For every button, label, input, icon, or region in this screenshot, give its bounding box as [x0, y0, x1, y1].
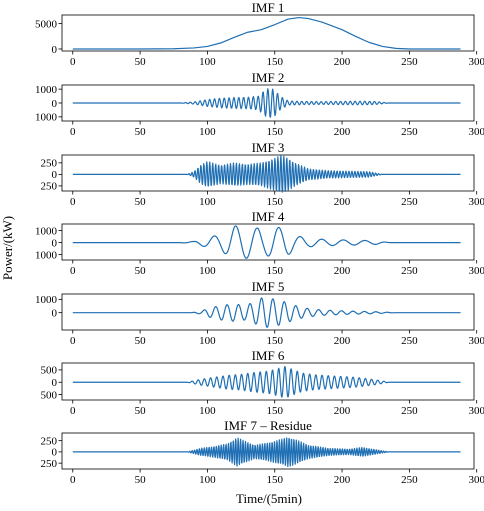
x-tick-label: 300	[468, 405, 484, 417]
x-tick-label: 0	[70, 126, 76, 138]
x-tick-label: 300	[468, 126, 484, 138]
y-axis-label: Power/(kW)	[0, 216, 15, 280]
y-tick-label: 500	[41, 365, 58, 377]
x-tick-label: 250	[401, 126, 418, 138]
series-line	[72, 154, 461, 193]
y-tick-label: 1000	[35, 84, 58, 96]
x-tick-label: 0	[70, 56, 76, 68]
subplot-title: IMF 1	[252, 0, 285, 15]
x-tick-label: 150	[266, 335, 283, 347]
x-tick-label: 0	[70, 474, 76, 486]
series-line	[72, 366, 461, 398]
x-tick-label: 250	[401, 474, 418, 486]
plot-frame	[61, 154, 475, 192]
subplot-title: IMF 5	[252, 279, 285, 294]
x-tick-label: 200	[334, 56, 351, 68]
x-tick-label: 100	[199, 265, 216, 277]
x-tick-label: 200	[334, 126, 351, 138]
y-tick-label: 1000	[35, 294, 58, 306]
x-axis-label: Time/(5min)	[236, 491, 302, 506]
x-tick-label: 250	[401, 56, 418, 68]
x-tick-label: 200	[334, 265, 351, 277]
x-tick-label: 300	[468, 196, 484, 208]
series-line	[72, 297, 461, 328]
x-tick-label: 150	[266, 405, 283, 417]
subplot-1: IMF 1 0 50 100 150 200 250 300 0 5000	[35, 0, 484, 68]
x-tick-label: 50	[135, 196, 147, 208]
x-tick-label: 50	[135, 335, 147, 347]
x-tick-label: 100	[199, 56, 216, 68]
x-tick-label: 100	[199, 126, 216, 138]
x-tick-label: 250	[401, 265, 418, 277]
x-tick-label: 150	[266, 56, 283, 68]
y-tick-label: 1000	[35, 225, 58, 237]
y-tick-label: 1000	[35, 249, 58, 261]
series-line	[72, 16, 461, 50]
x-tick-label: 50	[135, 405, 147, 417]
series-line	[72, 88, 461, 118]
subplot-2: IMF 2 0 50 100 150 200 250 300 1000 0 1000	[35, 70, 484, 138]
x-tick-label: 150	[266, 265, 283, 277]
x-tick-label: 150	[266, 196, 283, 208]
x-tick-label: 250	[401, 196, 418, 208]
plot-frame	[61, 432, 475, 470]
y-tick-label: 0	[52, 98, 58, 110]
x-tick-label: 300	[468, 474, 484, 486]
y-tick-label: 0	[52, 307, 58, 319]
x-tick-label: 0	[70, 196, 76, 208]
series-line	[72, 225, 461, 259]
plot-frame	[61, 223, 475, 261]
subplot-title: IMF 4	[252, 209, 285, 224]
y-tick-label: 0	[52, 377, 58, 389]
x-tick-label: 0	[70, 405, 76, 417]
x-tick-label: 100	[199, 335, 216, 347]
series-line	[72, 437, 461, 468]
plot-frame	[61, 14, 475, 52]
y-tick-label: 0	[52, 237, 58, 249]
plot-frame	[61, 362, 475, 401]
x-tick-label: 50	[135, 265, 147, 277]
x-tick-label: 300	[468, 56, 484, 68]
x-tick-label: 300	[468, 265, 484, 277]
y-tick-label: 0	[52, 169, 58, 181]
x-tick-label: 100	[199, 196, 216, 208]
x-tick-label: 0	[70, 335, 76, 347]
x-tick-label: 100	[199, 474, 216, 486]
subplot-title: IMF 3	[252, 140, 285, 155]
plot-frame	[61, 293, 475, 331]
x-tick-label: 250	[401, 405, 418, 417]
y-tick-label: 250	[41, 458, 58, 470]
y-tick-label: 250	[41, 435, 58, 447]
x-tick-label: 300	[468, 335, 484, 347]
x-tick-label: 200	[334, 335, 351, 347]
y-tick-label: 5000	[35, 18, 58, 30]
y-tick-label: 250	[41, 181, 58, 193]
x-tick-label: 150	[266, 474, 283, 486]
x-tick-label: 200	[334, 405, 351, 417]
y-tick-label: 0	[52, 44, 58, 56]
subplot-title: IMF 6	[252, 348, 285, 363]
subplot-title: IMF 7 – Residue	[224, 418, 312, 433]
y-tick-label: 500	[41, 389, 58, 401]
y-tick-label: 1000	[35, 112, 58, 124]
x-tick-label: 250	[401, 335, 418, 347]
subplot-title: IMF 2	[252, 70, 285, 85]
x-tick-label: 50	[135, 474, 147, 486]
x-tick-label: 150	[266, 126, 283, 138]
x-tick-label: 100	[199, 405, 216, 417]
x-tick-label: 50	[135, 56, 147, 68]
x-tick-label: 50	[135, 126, 147, 138]
x-tick-label: 200	[334, 474, 351, 486]
y-tick-label: 250	[41, 158, 58, 170]
x-tick-label: 200	[334, 196, 351, 208]
x-tick-label: 0	[70, 265, 76, 277]
y-tick-label: 0	[52, 447, 58, 459]
